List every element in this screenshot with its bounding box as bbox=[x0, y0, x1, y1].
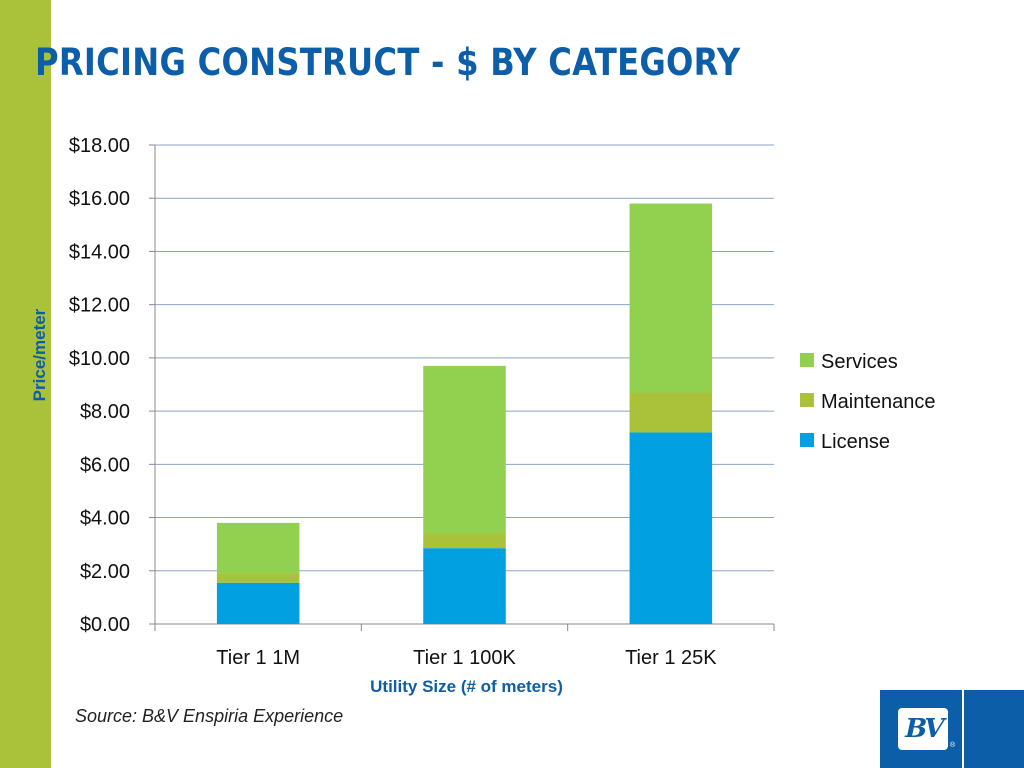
y-tick-label: $14.00 bbox=[69, 241, 130, 263]
y-tick-label: $6.00 bbox=[80, 454, 130, 476]
registered-mark: ® bbox=[950, 742, 956, 749]
legend-swatch bbox=[800, 393, 814, 407]
legend-label: Maintenance bbox=[821, 391, 936, 413]
x-tick-label: Tier 1 1M bbox=[216, 647, 300, 669]
y-tick-label: $0.00 bbox=[80, 614, 130, 636]
bv-logo: BV bbox=[898, 708, 948, 750]
legend-swatch bbox=[800, 353, 814, 367]
y-tick-label: $4.00 bbox=[80, 508, 130, 530]
bar-services-1 bbox=[216, 522, 300, 574]
legend-label: Services bbox=[821, 351, 898, 373]
y-tick-label: $18.00 bbox=[69, 135, 130, 157]
bar-maintenance-3 bbox=[629, 392, 713, 433]
y-tick-label: $12.00 bbox=[69, 295, 130, 317]
source-note: Source: B&V Enspiria Experience bbox=[75, 706, 344, 726]
bar-services-3 bbox=[629, 203, 713, 393]
x-tick-label: Tier 1 100K bbox=[413, 647, 516, 669]
y-tick-label: $2.00 bbox=[80, 561, 130, 583]
slide-title: PRICING CONSTRUCT - $ BY CATEGORY bbox=[35, 41, 741, 84]
bar-maintenance-2 bbox=[423, 533, 506, 549]
logo-divider bbox=[962, 690, 964, 768]
legend-label: License bbox=[821, 431, 890, 453]
x-tick-label: Tier 1 25K bbox=[625, 647, 717, 669]
legend-swatch bbox=[800, 433, 814, 447]
y-axis-title: Price/meter bbox=[30, 308, 49, 401]
x-axis-title: Utility Size (# of meters) bbox=[370, 677, 563, 696]
bar-license-2 bbox=[423, 548, 506, 624]
y-tick-label: $16.00 bbox=[69, 188, 130, 210]
bar-license-1 bbox=[216, 582, 300, 624]
bar-license-3 bbox=[629, 432, 713, 624]
y-tick-label: $8.00 bbox=[80, 401, 130, 423]
bar-maintenance-1 bbox=[216, 573, 300, 583]
bv-logo-text: BV bbox=[901, 714, 945, 744]
bar-services-2 bbox=[423, 365, 506, 534]
accent-side-bar bbox=[0, 0, 51, 768]
y-tick-label: $10.00 bbox=[69, 348, 130, 370]
